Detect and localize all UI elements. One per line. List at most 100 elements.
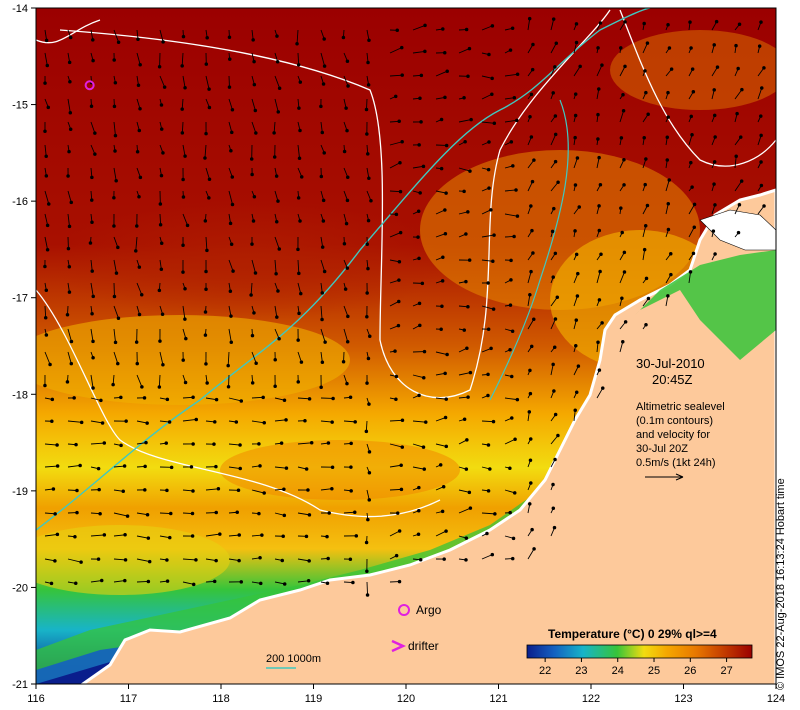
velocity-vector-head [99, 578, 104, 583]
velocity-vector-head [574, 22, 579, 26]
velocity-vector-head [272, 155, 277, 159]
velocity-vector-head [715, 65, 720, 69]
velocity-vector-head [552, 345, 557, 349]
velocity-vector-head [621, 108, 626, 113]
velocity-vector-head [369, 198, 373, 203]
velocity-vector [550, 19, 555, 31]
velocity-vector-head [622, 183, 626, 187]
velocity-vector-head [737, 202, 742, 207]
velocity-vector-head [645, 41, 650, 45]
velocity-vector-head [96, 466, 101, 471]
velocity-vector [113, 558, 126, 561]
velocity-vector-head [119, 395, 123, 400]
velocity-vector-head [91, 38, 95, 42]
velocity-vector-head [346, 84, 350, 88]
velocity-vector-head [515, 214, 520, 218]
velocity-vector [297, 558, 310, 562]
velocity-vector [573, 410, 576, 422]
velocity-vector [113, 259, 117, 274]
velocity-vector-head [443, 415, 448, 420]
velocity-vector-head [365, 381, 369, 385]
velocity-vector [596, 157, 600, 169]
velocity-vector-head [282, 398, 287, 402]
sealevel-contour [36, 289, 441, 518]
velocity-vector [527, 271, 532, 284]
velocity-vector [181, 121, 184, 133]
velocity-vector-head [464, 558, 468, 562]
velocity-vector [182, 581, 194, 585]
velocity-vector-head [528, 391, 533, 396]
velocity-vector-head [251, 219, 256, 223]
velocity-vector-head [416, 532, 421, 537]
velocity-vector [136, 374, 143, 388]
velocity-vector-head [212, 579, 217, 584]
velocity-vector-head [307, 513, 312, 517]
velocity-vector-head [237, 558, 241, 563]
velocity-vector-head [299, 291, 303, 296]
velocity-vector [573, 295, 578, 307]
velocity-vector-head [622, 270, 627, 274]
velocity-vector [366, 581, 368, 596]
velocity-vector-head [135, 361, 140, 366]
velocity-vector [389, 443, 403, 448]
velocity-vector-head [621, 339, 625, 344]
velocity-vector [550, 296, 558, 307]
velocity-vector-head [252, 194, 257, 199]
velocity-vector-head [490, 76, 494, 81]
velocity-vector-head [466, 74, 470, 79]
velocity-vector-head [349, 441, 353, 446]
velocity-vector-head [112, 58, 116, 62]
velocity-vector-head [228, 57, 232, 61]
velocity-vector-head [365, 593, 370, 597]
velocity-vector-head [620, 296, 624, 300]
velocity-vector-head [258, 464, 262, 468]
velocity-vector-head [309, 441, 314, 445]
velocity-vector [136, 282, 143, 295]
velocity-vector [159, 213, 162, 225]
velocity-vector-head [183, 154, 187, 158]
velocity-vector-head [492, 121, 497, 126]
velocity-vector-head [422, 467, 427, 471]
velocity-vector-head [124, 419, 128, 423]
velocity-vector-head [204, 62, 209, 66]
velocity-vector-head [690, 67, 695, 71]
velocity-vector-head [492, 233, 496, 237]
velocity-vector-head [417, 256, 421, 261]
velocity-vector [113, 351, 119, 364]
velocity-vector [481, 25, 493, 31]
velocity-vector-head [139, 292, 144, 297]
velocity-vector-head [397, 260, 402, 264]
velocity-vector [481, 121, 495, 124]
velocity-vector-head [621, 92, 625, 97]
velocity-vector-head [238, 443, 242, 447]
velocity-vector-head [485, 531, 489, 536]
velocity-vector-head [135, 150, 140, 154]
velocity-vector-head [646, 296, 651, 301]
velocity-vector-head [399, 463, 403, 468]
velocity-vector-head [67, 149, 71, 154]
velocity-vector-head [229, 340, 234, 344]
velocity-vector [665, 179, 670, 192]
velocity-vector-head [527, 410, 532, 414]
velocity-vector-head [712, 182, 716, 186]
velocity-vector-head [112, 104, 117, 109]
velocity-vector-head [203, 219, 208, 223]
velocity-vector-head [165, 488, 169, 493]
velocity-vector-head [573, 113, 578, 118]
velocity-vector-head [509, 140, 514, 144]
velocity-vector [527, 18, 531, 31]
annotation-line: 0.5m/s (1kt 24h) [636, 457, 715, 469]
velocity-vector-head [468, 370, 473, 375]
velocity-vector-head [620, 230, 624, 235]
velocity-vector [251, 98, 256, 111]
velocity-vector-head [341, 35, 346, 40]
velocity-vector [320, 488, 332, 491]
velocity-vector-head [226, 384, 231, 389]
argo-legend-icon [398, 604, 410, 616]
velocity-vector-head [90, 311, 94, 316]
velocity-vector-head [249, 157, 254, 161]
velocity-vector-head [212, 442, 216, 446]
colorbar-title: Temperature (°C) 0 29% ql>=4 [548, 627, 717, 641]
velocity-vector [90, 328, 94, 342]
